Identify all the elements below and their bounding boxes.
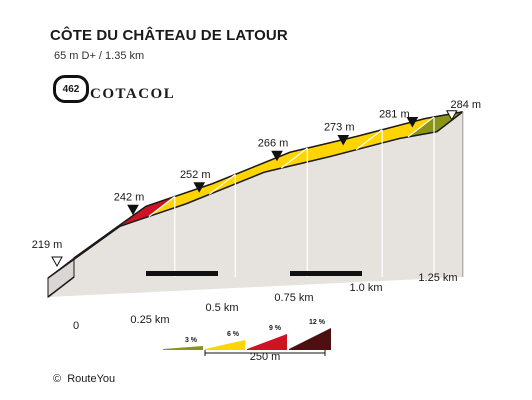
gradient-legend-bar-1	[163, 346, 203, 350]
gradient-segment-1	[48, 196, 175, 278]
elevation-label: 266 m	[258, 137, 289, 149]
elevation-label: 252 m	[180, 169, 211, 181]
filled-triangle-icon	[337, 135, 350, 146]
profile-side-area	[47, 111, 463, 299]
filled-triangle-icon	[127, 204, 139, 216]
climb-stats: 65 m D+ / 1.35 km	[54, 50, 145, 62]
profile-back-line	[73, 111, 463, 259]
gradient-legend: 3 % 6 % 9 % 12 % 250 m	[163, 319, 331, 363]
profile-top-band	[47, 111, 464, 279]
scale-bar-label: 250 m	[250, 351, 281, 363]
band-divider-2	[208, 173, 236, 195]
band-divider-1	[148, 195, 176, 217]
x-tick-label: 0	[73, 320, 79, 332]
copyright-notice: © RouteYou	[53, 373, 115, 385]
profile-base-slab	[48, 258, 463, 297]
profile-end-edge	[436, 111, 464, 133]
x-tick-label: 0.5 km	[205, 302, 238, 314]
band-divider-3	[280, 147, 308, 169]
gradient-legend-label: 12 %	[309, 319, 326, 326]
filled-triangle-icon	[271, 150, 283, 162]
filled-triangle-icon	[406, 117, 419, 128]
filled-triangle-icon	[193, 182, 206, 193]
band-divider-5	[407, 116, 435, 138]
cotacol-number-badge: 462	[53, 75, 89, 103]
gradient-legend-label: 6 %	[227, 331, 240, 338]
band-divider-4	[355, 129, 383, 151]
distance-axis: 0 0.25 km 0.5 km 0.75 km 1.0 km 1.25 km	[73, 271, 458, 332]
gradient-segment-2	[148, 116, 435, 217]
hollow-triangle-icon	[51, 256, 63, 268]
axis-scale-bar-1	[146, 271, 218, 276]
x-tick-label: 0.75 km	[274, 292, 313, 304]
elevation-label: 273 m	[324, 122, 355, 134]
axis-scale-bar-3	[290, 271, 362, 276]
elevation-label: 284 m	[451, 99, 482, 111]
gradient-legend-label: 3 %	[185, 337, 198, 344]
gradient-legend-bar-2	[205, 340, 245, 350]
hollow-triangle-icon	[445, 110, 458, 121]
x-tick-label: 0.25 km	[130, 314, 169, 326]
x-tick-label: 1.0 km	[349, 282, 382, 294]
gradient-legend-bar-4	[289, 328, 331, 350]
gradient-legend-bar-3	[247, 334, 287, 350]
profile-front-line	[47, 131, 437, 279]
gradient-legend-label: 9 %	[269, 325, 282, 332]
cotacol-logo-text: COTACOL	[90, 86, 176, 102]
gradient-segment-3	[408, 111, 463, 137]
segment-divider-lines	[148, 116, 435, 277]
elevation-label: 281 m	[379, 109, 410, 121]
elevation-label: 219 m	[32, 239, 63, 251]
copyright-icon: ©	[53, 373, 62, 385]
climb-title: CÔTE DU CHÂTEAU DE LATOUR	[50, 27, 288, 44]
copyright-name: RouteYou	[67, 373, 116, 385]
profile-side-face	[74, 111, 463, 277]
cotacol-number: 462	[62, 83, 80, 95]
profile-base-edge	[47, 276, 75, 298]
elevation-markers: 219 m 242 m 252 m 266 m 273 m 281 m 284 m	[32, 99, 482, 268]
elevation-label: 242 m	[114, 191, 145, 203]
x-tick-label: 1.25 km	[418, 272, 457, 284]
